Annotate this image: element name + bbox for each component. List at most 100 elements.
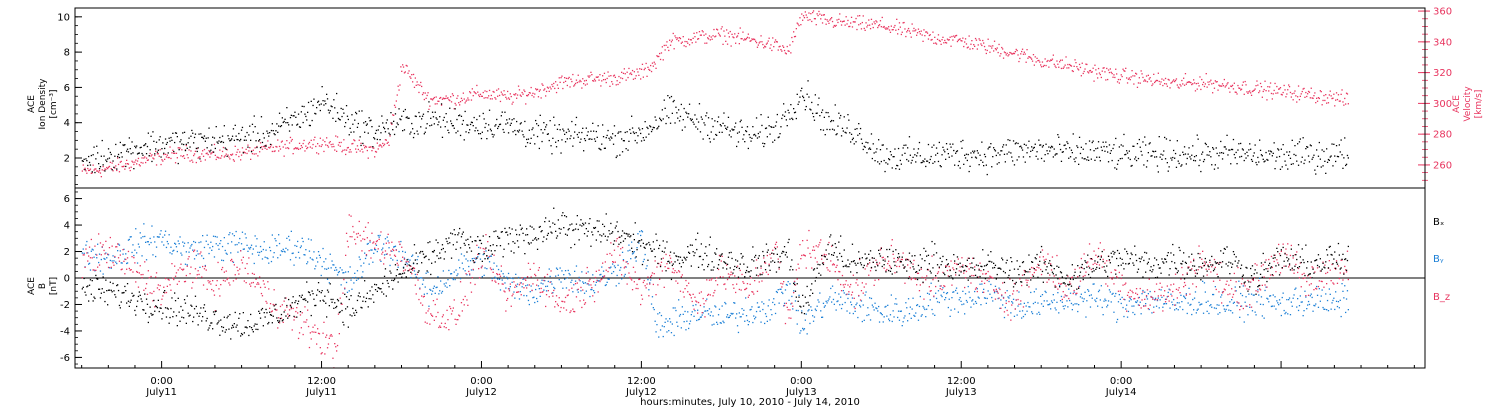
by-series-point [296, 245, 298, 247]
by-series-point [990, 283, 992, 286]
density-series-point [858, 123, 860, 125]
density-series-point [1075, 157, 1077, 159]
velocity-series-point [1178, 87, 1180, 89]
by-series-point [1029, 306, 1031, 308]
velocity-series-point [427, 92, 429, 94]
by-series-point [1335, 291, 1337, 293]
density-series-point [396, 122, 398, 124]
by-series-point [500, 270, 502, 272]
density-series-point [340, 107, 342, 110]
density-series-point [715, 133, 717, 136]
density-series-point [1152, 150, 1154, 152]
by-series-point [759, 310, 761, 312]
density-series-point [1013, 164, 1016, 166]
velocity-series-point [139, 165, 141, 167]
velocity-series-point [995, 49, 997, 51]
velocity-series-point [1248, 91, 1250, 93]
velocity-series-point [183, 157, 186, 159]
by-series-point [869, 319, 872, 321]
by-series-point [662, 335, 664, 338]
velocity-series-point [1089, 69, 1092, 72]
by-series-point [758, 306, 760, 308]
density-series-point [955, 152, 957, 154]
velocity-series-point [1177, 86, 1179, 88]
density-series-point [1162, 154, 1164, 156]
bz-series-point [412, 269, 414, 271]
by-series-point [1007, 296, 1009, 298]
density-series-point [516, 130, 519, 132]
velocity-series-point [580, 80, 582, 83]
density-series-point [962, 139, 964, 142]
velocity-series-point [1270, 92, 1273, 95]
by-series-point [1236, 305, 1238, 307]
velocity-series-point [1041, 61, 1044, 63]
density-series-point [152, 131, 154, 133]
by-series-point [904, 315, 906, 317]
by-series-point [775, 290, 778, 293]
density-series-point [181, 143, 183, 145]
density-series-point [769, 133, 771, 135]
by-series-point [832, 298, 835, 301]
by-series-point [1144, 291, 1146, 293]
density-series-point [592, 122, 594, 124]
velocity-series-point [1112, 76, 1114, 78]
velocity-series-point [774, 41, 776, 43]
bz-series-point [426, 322, 428, 324]
density-series-point [627, 149, 629, 151]
bz-series-point [533, 262, 535, 265]
velocity-series-point [182, 155, 184, 158]
velocity-series-point [812, 10, 815, 12]
velocity-series-point [1116, 81, 1119, 83]
velocity-series-point [911, 23, 913, 25]
density-series-point [211, 144, 213, 146]
density-series-point [425, 127, 427, 129]
density-series-point [383, 126, 385, 128]
density-series-point [400, 119, 402, 121]
velocity-series-point [1060, 67, 1063, 70]
velocity-series-point [455, 104, 457, 106]
by-series-point [1107, 300, 1110, 302]
density-series-point [724, 125, 726, 127]
density-series-point [364, 121, 367, 123]
by-series-point [707, 313, 710, 315]
velocity-series-point [953, 35, 955, 37]
density-series-point [662, 118, 664, 120]
by-series-point [330, 267, 332, 269]
density-series-point [779, 133, 781, 135]
velocity-series-point [1303, 87, 1305, 90]
velocity-series-point [778, 46, 780, 48]
density-series-point [597, 125, 599, 127]
by-series-point [824, 305, 826, 307]
density-series-point [591, 138, 593, 140]
velocity-series-point [276, 146, 278, 148]
by-series-point [543, 289, 545, 291]
velocity-series-point [858, 24, 860, 26]
by-series-point [1097, 305, 1099, 307]
bz-series-point [517, 291, 520, 293]
velocity-series-point [1319, 90, 1321, 92]
bz-series-point [574, 283, 577, 285]
by-series-point [704, 310, 706, 312]
velocity-series-point [221, 150, 224, 153]
bz-series-point [169, 284, 171, 286]
bz-series-point [678, 271, 681, 273]
density-series-point [170, 136, 172, 139]
velocity-series-point [459, 101, 462, 103]
bz-series-point [675, 280, 677, 282]
velocity-series-point [356, 145, 359, 147]
density-series-point [893, 156, 895, 158]
velocity-series-point [726, 29, 728, 31]
by-series-point [884, 306, 886, 308]
by-series-point [848, 293, 850, 295]
density-series-point [1105, 141, 1107, 143]
bz-series-point [355, 243, 357, 245]
by-series-point [835, 309, 837, 311]
by-series-point [1103, 300, 1105, 302]
bz-series-point [359, 234, 361, 237]
density-series-point [155, 141, 158, 143]
by-series-point [1278, 304, 1280, 306]
by-series-point [181, 254, 183, 256]
velocity-series-point [466, 99, 468, 101]
density-series-point [464, 110, 466, 113]
velocity-series-point [955, 34, 958, 37]
